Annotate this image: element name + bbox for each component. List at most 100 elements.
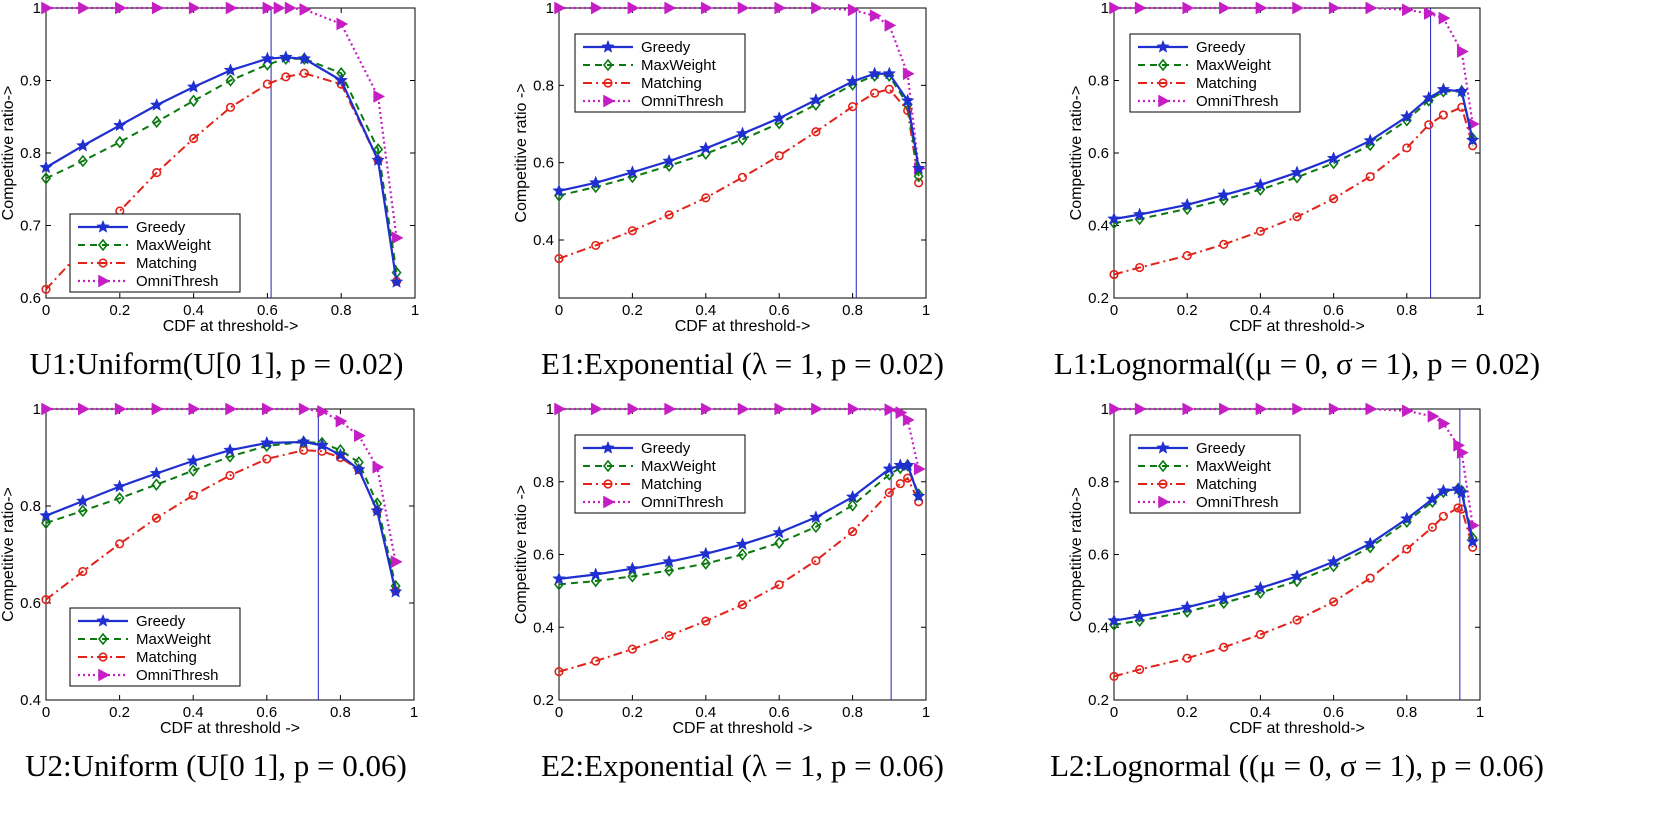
legend-marker-maxweight	[97, 238, 109, 252]
data-point-greedy	[1399, 109, 1414, 123]
x-tick-label: 0.8	[330, 704, 351, 721]
legend-marker-greedy	[601, 440, 615, 454]
series-greedy	[39, 50, 404, 288]
data-point-matching	[1402, 544, 1412, 554]
data-point-greedy	[39, 160, 53, 174]
data-point-greedy	[552, 183, 566, 197]
legend-marker-omnithresh	[98, 668, 111, 682]
y-tick-label: 0.7	[20, 218, 41, 235]
data-point-omnithresh	[336, 17, 349, 31]
data-point-omnithresh	[701, 1, 713, 15]
data-point-omnithresh	[1109, 1, 1122, 15]
legend-marker-omnithresh	[98, 274, 111, 288]
data-point-omnithresh	[664, 402, 677, 416]
data-point-omnithresh	[298, 402, 311, 416]
data-point-matching	[262, 79, 273, 89]
data-point-maxweight	[151, 478, 162, 491]
x-tick-label: 0	[555, 704, 563, 721]
data-point-matching	[811, 127, 821, 137]
x-tick-label: 0	[42, 704, 50, 721]
x-tick-label: 0.2	[1177, 704, 1198, 721]
data-point-maxweight	[913, 169, 924, 183]
y-tick-label: 0.4	[1088, 218, 1109, 235]
x-tick-label: 0.6	[257, 302, 278, 319]
y-tick-label: 1	[33, 0, 41, 17]
x-tick-label: 1	[410, 704, 418, 721]
data-point-greedy	[911, 489, 926, 503]
series-greedy	[1107, 481, 1480, 627]
series-omnithresh	[1109, 1, 1480, 131]
data-point-greedy	[1216, 187, 1231, 201]
data-point-omnithresh	[1328, 402, 1341, 416]
data-point-omnithresh	[188, 402, 201, 416]
data-point-greedy	[735, 126, 750, 140]
x-tick-label: 0.6	[256, 704, 277, 721]
data-point-greedy	[75, 493, 90, 507]
data-point-omnithresh	[1427, 409, 1440, 423]
panel-caption: L1:Lognormal((μ = 0, σ = 1), p = 0.02)	[1054, 346, 1540, 381]
data-point-omnithresh	[774, 1, 787, 15]
x-tick-label: 0.4	[1250, 704, 1271, 721]
legend-entry-maxweight: MaxWeight	[136, 237, 212, 254]
x-tick-label: 0.4	[183, 704, 204, 721]
y-tick-label: 0.8	[1088, 474, 1109, 491]
legend-entry-omnithresh: OmniThresh	[641, 93, 724, 110]
data-point-greedy	[279, 50, 293, 64]
y-tick-label: 0.4	[533, 619, 554, 636]
data-point-matching	[627, 644, 638, 654]
data-point-greedy	[1421, 90, 1436, 104]
x-tick-label: 0.8	[331, 302, 352, 319]
data-point-omnithresh	[913, 462, 926, 476]
data-point-matching	[114, 539, 125, 549]
x-tick-label: 0.4	[695, 704, 716, 721]
data-point-matching	[627, 226, 638, 236]
legend-marker-greedy	[1156, 39, 1170, 53]
y-tick-label: 0.2	[1088, 290, 1109, 307]
data-point-matching	[884, 488, 894, 498]
data-point-maxweight	[810, 520, 821, 534]
y-tick-label: 0.2	[533, 692, 554, 709]
data-point-matching	[664, 210, 674, 220]
data-point-matching	[151, 513, 161, 523]
y-tick-label: 0.6	[533, 547, 554, 564]
data-point-omnithresh	[847, 3, 860, 17]
y-tick-label: 0.9	[20, 73, 41, 90]
data-point-omnithresh	[627, 402, 640, 416]
legend-marker-greedy	[601, 39, 615, 53]
data-point-greedy	[662, 554, 676, 568]
data-point-greedy	[1290, 569, 1304, 583]
data-point-omnithresh	[884, 18, 897, 32]
data-point-maxweight	[847, 499, 858, 512]
x-axis-label: CDF at threshold ->	[672, 720, 812, 737]
data-point-greedy	[662, 153, 676, 167]
legend-marker-maxweight	[602, 58, 614, 72]
data-point-maxweight	[114, 135, 125, 149]
data-point-greedy	[315, 438, 329, 452]
data-point-omnithresh	[1182, 1, 1195, 15]
legend-marker-greedy	[96, 613, 110, 627]
y-tick-label: 0.6	[1088, 145, 1109, 162]
data-point-greedy	[882, 461, 897, 475]
data-point-greedy	[845, 489, 860, 503]
data-point-matching	[1219, 642, 1229, 652]
panel-caption: U1:Uniform(U[0 1], p = 0.02)	[30, 346, 404, 381]
x-tick-label: 1	[411, 302, 419, 319]
data-point-omnithresh	[41, 1, 54, 15]
x-tick-label: 0.6	[769, 302, 790, 319]
data-point-omnithresh	[391, 231, 404, 245]
x-axis-label: CDF at threshold->	[1229, 720, 1365, 737]
x-tick-label: 0	[1110, 302, 1118, 319]
series-omnithresh	[554, 1, 926, 175]
series-greedy	[39, 434, 403, 598]
data-point-matching	[591, 240, 601, 251]
data-point-maxweight	[774, 536, 785, 550]
data-point-omnithresh	[78, 402, 90, 416]
data-point-omnithresh	[1438, 417, 1451, 430]
legend-marker-greedy	[96, 219, 110, 233]
data-point-omnithresh	[273, 1, 286, 15]
